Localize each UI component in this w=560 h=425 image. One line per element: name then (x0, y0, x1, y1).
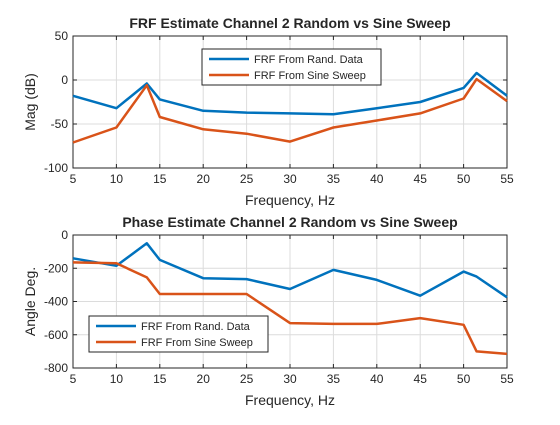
legend-label: FRF From Rand. Data (141, 321, 251, 333)
x-tick-label: 20 (197, 172, 211, 186)
legend-label: FRF From Rand. Data (254, 54, 364, 66)
y-tick-label: 50 (55, 29, 69, 43)
x-axis-label: Frequency, Hz (245, 392, 335, 408)
x-tick-label: 10 (110, 372, 124, 386)
x-tick-label: 15 (153, 172, 167, 186)
x-tick-label: 45 (414, 172, 428, 186)
x-tick-label: 55 (500, 372, 514, 386)
x-tick-label: 10 (110, 172, 124, 186)
x-tick-label: 40 (370, 172, 384, 186)
x-tick-label: 25 (240, 372, 254, 386)
legend-label: FRF From Sine Sweep (141, 337, 253, 349)
y-tick-label: -50 (51, 117, 69, 131)
legend-box (201, 48, 382, 86)
x-tick-label: 50 (457, 172, 471, 186)
chart-title: FRF Estimate Channel 2 Random vs Sine Sw… (129, 15, 450, 31)
y-tick-label: -400 (44, 295, 68, 309)
legend-box (88, 315, 269, 353)
x-tick-label: 5 (70, 372, 77, 386)
series-line (72, 261, 508, 356)
x-tick-label: 20 (197, 372, 211, 386)
series-line (72, 77, 508, 144)
x-tick-label: 30 (283, 372, 297, 386)
x-axis-label: Frequency, Hz (245, 192, 335, 208)
x-tick-label: 55 (500, 172, 514, 186)
x-tick-label: 35 (327, 372, 341, 386)
chart-title: Phase Estimate Channel 2 Random vs Sine … (122, 214, 457, 230)
x-tick-label: 40 (370, 372, 384, 386)
y-tick-label: -600 (44, 328, 68, 342)
y-tick-label: 0 (61, 228, 68, 242)
x-tick-label: 35 (327, 172, 341, 186)
y-tick-label: -800 (44, 361, 68, 375)
x-tick-label: 30 (283, 172, 297, 186)
x-tick-label: 25 (240, 172, 254, 186)
series-line (72, 71, 508, 116)
y-tick-label: -100 (44, 161, 68, 175)
x-tick-label: 5 (70, 172, 77, 186)
y-tick-label: -200 (44, 261, 68, 275)
y-axis-label: Mag (dB) (22, 73, 38, 131)
legend-label: FRF From Sine Sweep (254, 70, 366, 82)
y-tick-label: 0 (61, 73, 68, 87)
x-tick-label: 50 (457, 372, 471, 386)
x-tick-label: 45 (414, 372, 428, 386)
x-tick-label: 15 (153, 372, 167, 386)
series-line (72, 242, 508, 299)
y-axis-label: Angle Deg. (22, 267, 38, 336)
